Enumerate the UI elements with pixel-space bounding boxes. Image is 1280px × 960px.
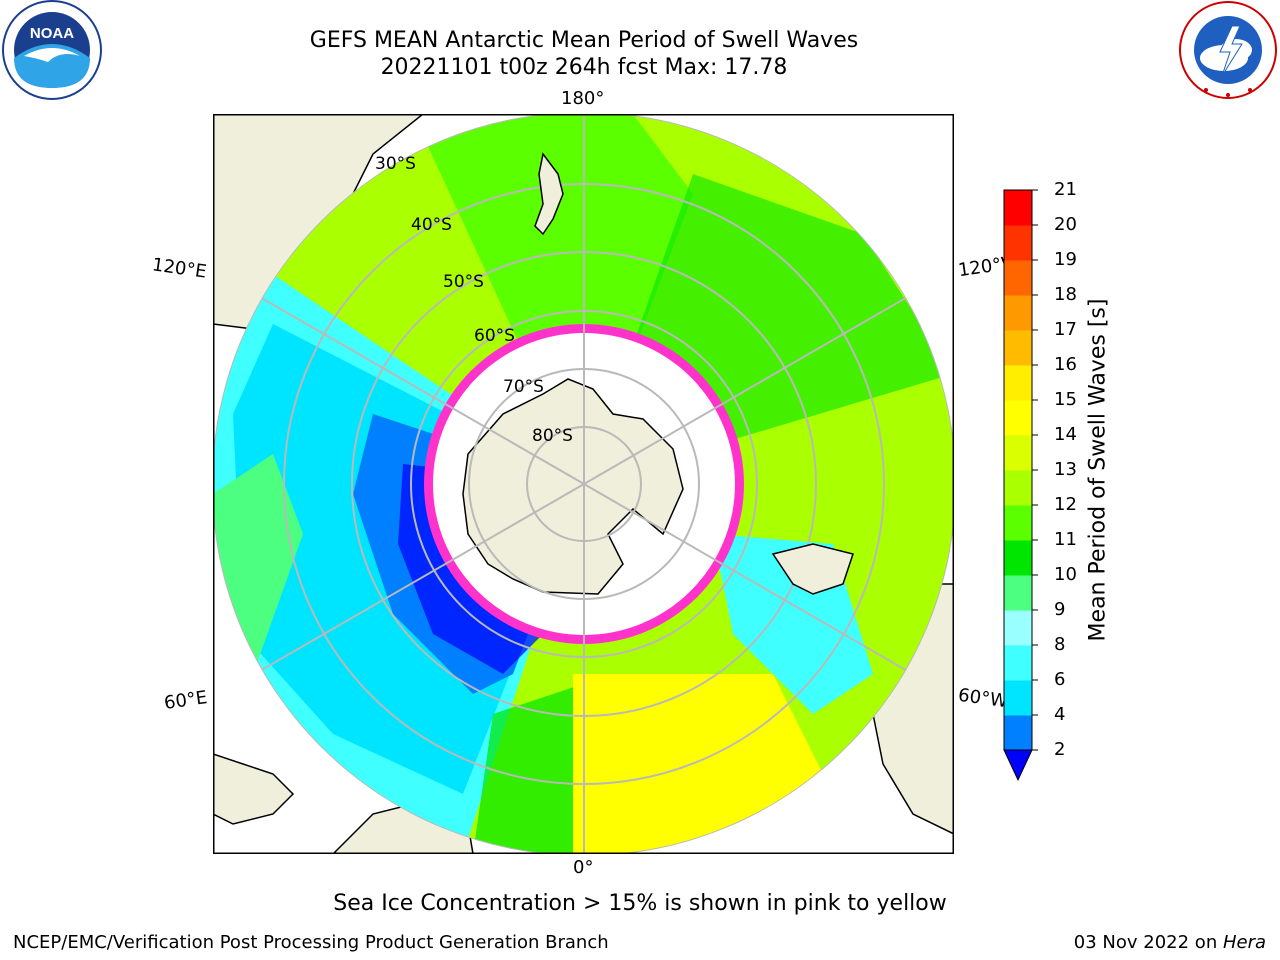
colorbar-tick-label: 8 <box>1054 634 1066 655</box>
colorbar-extend-arrow <box>1003 749 1033 782</box>
lon-label-0: 0° <box>573 857 594 878</box>
lat-label-30s: 30°S <box>375 154 416 174</box>
noaa-logo-text: NOAA <box>30 25 74 42</box>
lon-label-120e: 120°E <box>150 254 208 283</box>
colorbar-segment <box>1004 225 1032 261</box>
colorbar-segment <box>1004 190 1032 226</box>
lat-label-50s: 50°S <box>443 272 484 292</box>
lat-label-80s: 80°S <box>532 426 573 446</box>
colorbar-segment <box>1004 575 1032 611</box>
colorbar-tick-label: 11 <box>1054 529 1077 550</box>
lon-label-60e: 60°E <box>162 687 209 714</box>
colorbar <box>1003 189 1038 782</box>
colorbar-tick-label: 16 <box>1054 354 1077 375</box>
nws-logo <box>1179 1 1277 99</box>
colorbar-segment <box>1004 610 1032 646</box>
colorbar-segment <box>1004 400 1032 436</box>
colorbar-segment <box>1004 330 1032 366</box>
colorbar-tick-label: 2 <box>1054 739 1066 760</box>
chart-subtitle: 20221101 t00z 264h fcst Max: 17.78 <box>380 55 788 80</box>
colorbar-tick-label: 9 <box>1054 599 1066 620</box>
south-america-land <box>771 543 854 595</box>
colorbar-segment <box>1004 260 1032 296</box>
lat-label-60s: 60°S <box>474 326 515 346</box>
colorbar-tick-label: 18 <box>1054 284 1077 305</box>
colorbar-tick-label: 17 <box>1054 319 1077 340</box>
colorbar-title: Mean Period of Swell Waves [s] <box>1085 298 1111 642</box>
date-text: 03 Nov 2022 on <box>1073 932 1223 953</box>
colorbar-segment <box>1004 645 1032 681</box>
graticule <box>213 114 954 854</box>
colorbar-segment <box>1004 365 1032 401</box>
noaa-logo: NOAA <box>2 0 102 100</box>
lat-label-40s: 40°S <box>411 215 452 235</box>
colorbar-segment <box>1004 505 1032 541</box>
colorbar-tick-label: 14 <box>1054 424 1077 445</box>
chart-title: GEFS MEAN Antarctic Mean Period of Swell… <box>309 28 859 53</box>
colorbar-tick-label: 15 <box>1054 389 1077 410</box>
machine-name: Hera <box>1222 932 1266 953</box>
map-border <box>213 114 954 854</box>
colorbar-tick-label: 21 <box>1054 179 1077 200</box>
date-line: 03 Nov 2022 on Hera <box>1074 932 1266 953</box>
credit-line: NCEP/EMC/Verification Post Processing Pr… <box>13 932 609 953</box>
colorbar-segment <box>1004 435 1032 471</box>
colorbar-segment <box>1004 295 1032 331</box>
colorbar-segment <box>1004 470 1032 506</box>
sea-ice-footnote: Sea Ice Concentration > 15% is shown in … <box>333 891 947 916</box>
colorbar-tick-label: 4 <box>1054 704 1066 725</box>
colorbar-tick-label: 10 <box>1054 564 1077 585</box>
colorbar-segment <box>1004 715 1032 751</box>
new-zealand-land <box>534 152 564 236</box>
colorbar-tick-label: 13 <box>1054 459 1077 480</box>
swell-field <box>213 114 954 854</box>
colorbar-tick-label: 12 <box>1054 494 1077 515</box>
colorbar-segment <box>1004 680 1032 716</box>
colorbar-tick-label: 20 <box>1054 214 1077 235</box>
lat-label-70s: 70°S <box>503 377 544 397</box>
lon-label-180: 180° <box>561 88 605 109</box>
colorbar-segment <box>1004 540 1032 576</box>
map-plot: 30°S 40°S 50°S 60°S 70°S 80°S <box>213 114 954 854</box>
colorbar-tick-label: 6 <box>1054 669 1066 690</box>
colorbar-tick-label: 19 <box>1054 249 1077 270</box>
